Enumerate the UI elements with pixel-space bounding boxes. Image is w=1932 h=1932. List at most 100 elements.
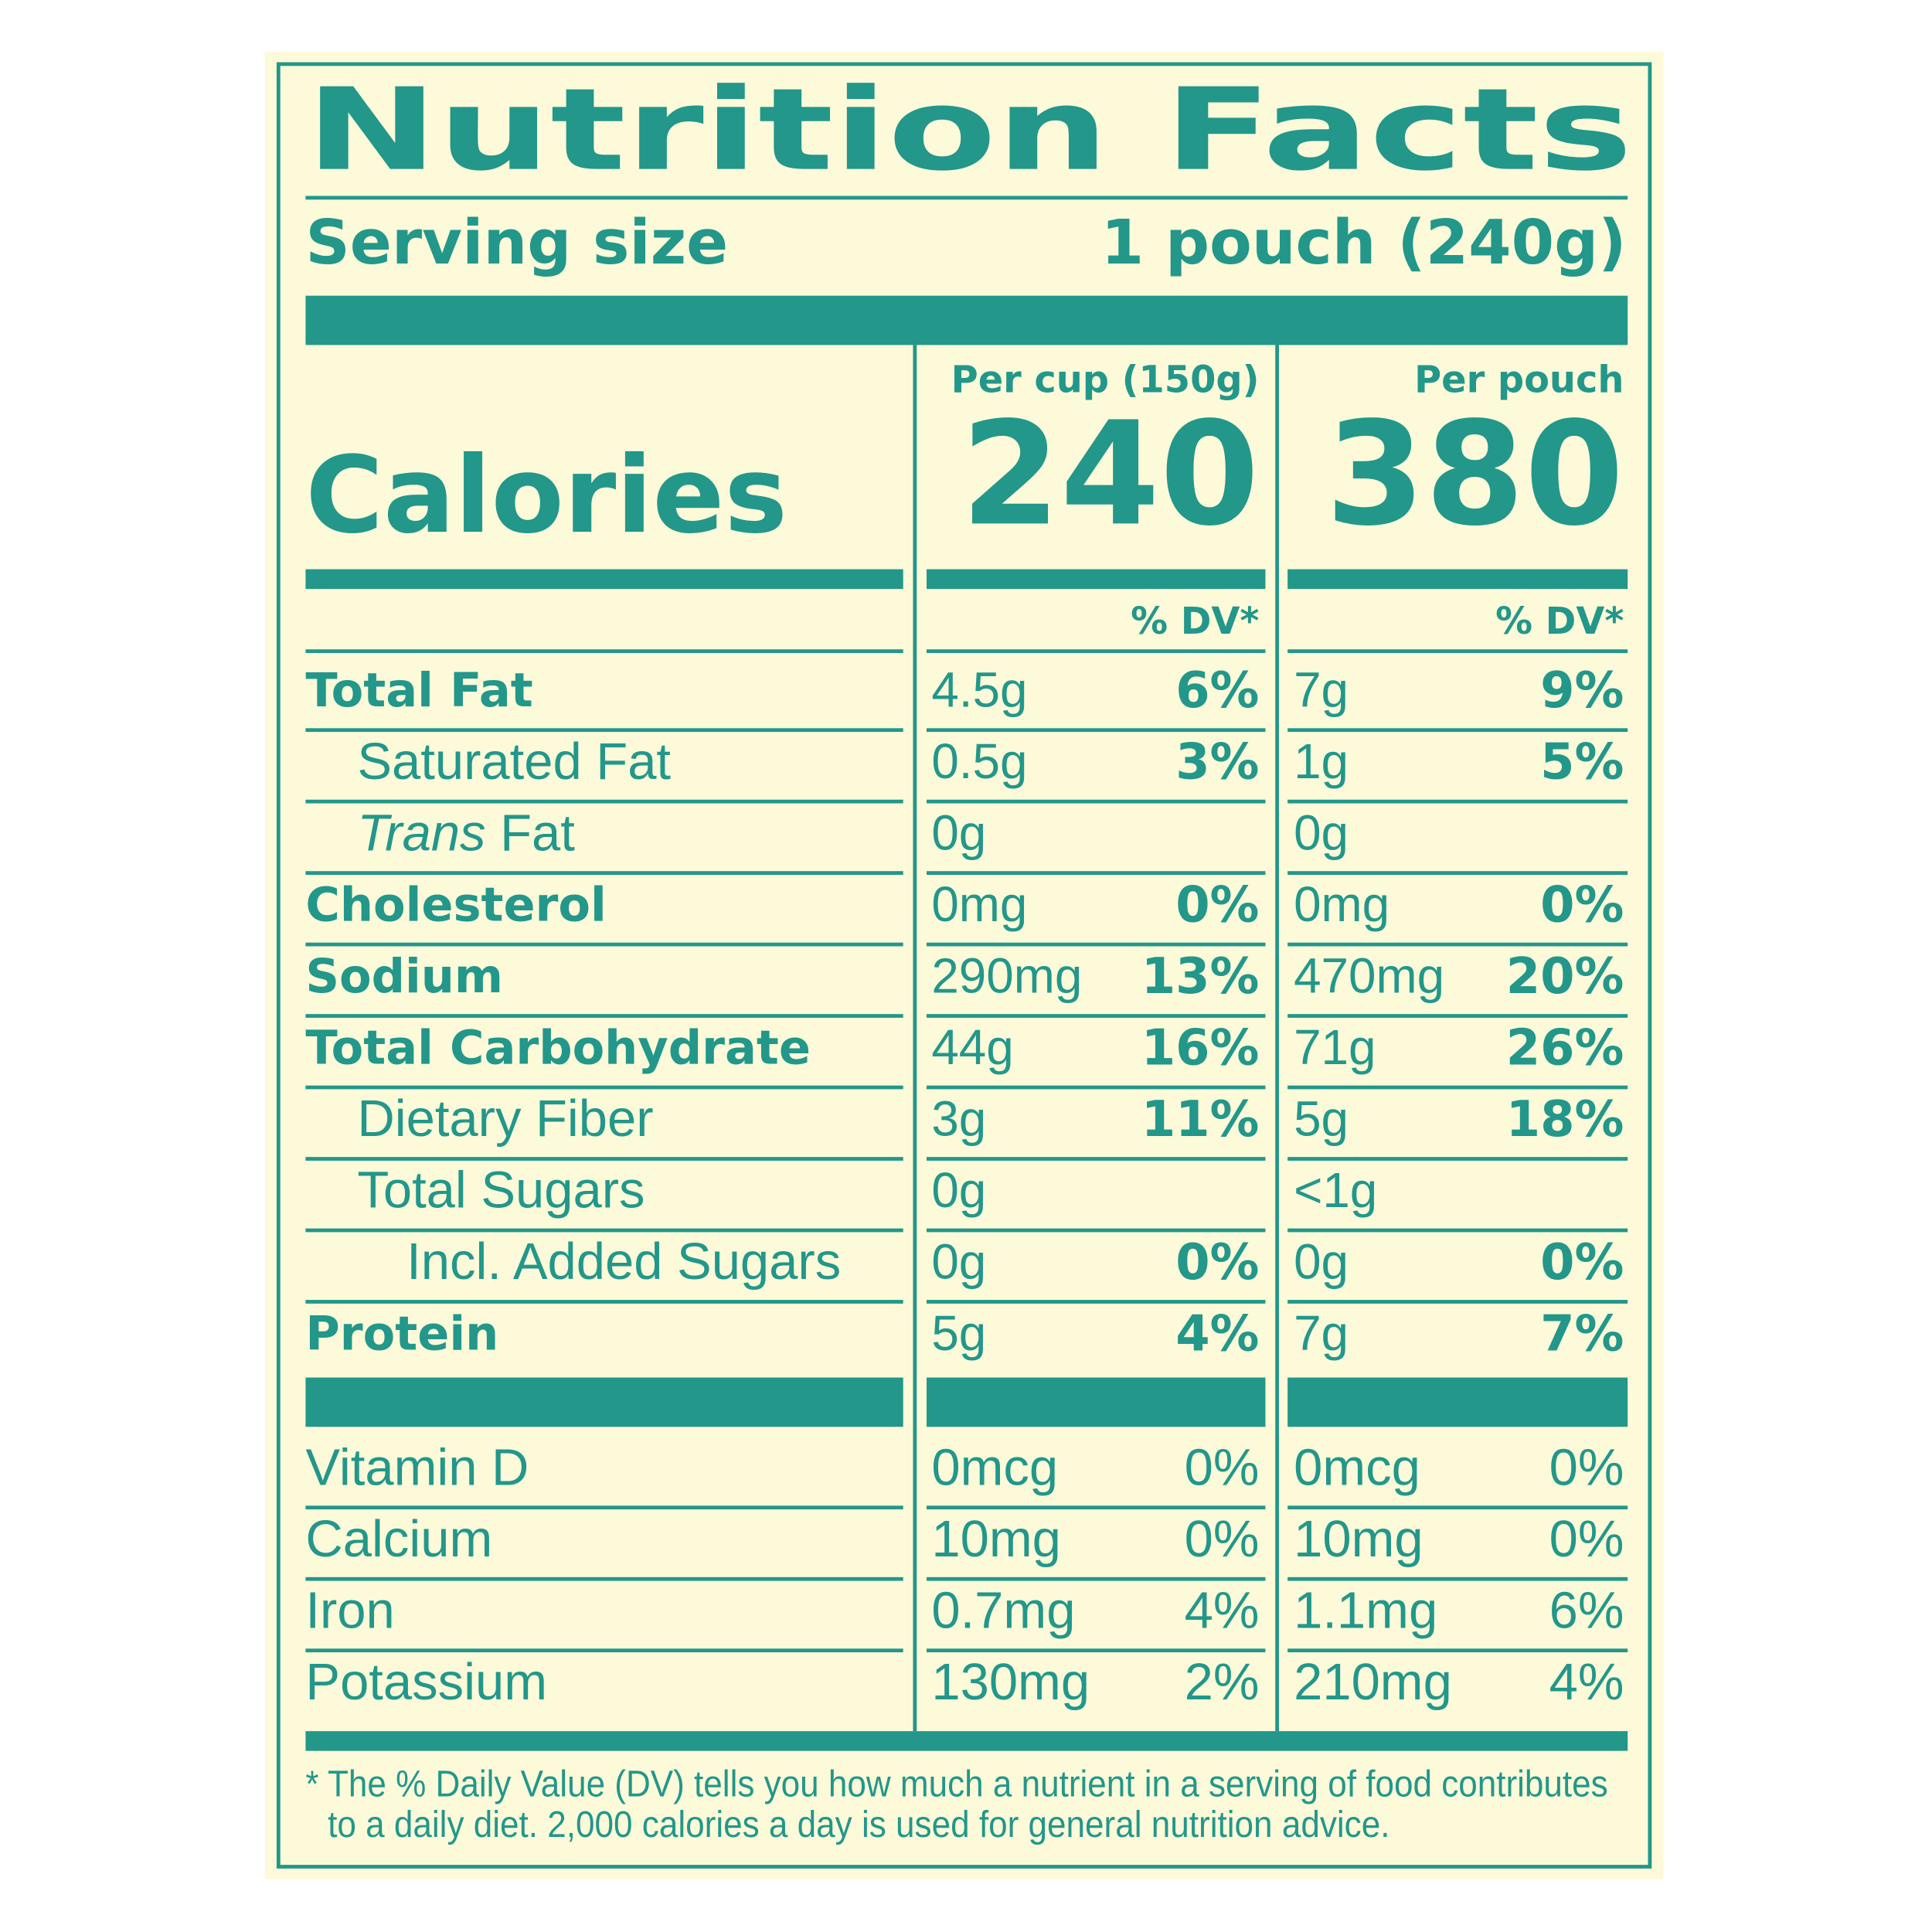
- row-rule: [305, 871, 903, 876]
- amount: 0mg: [931, 876, 1027, 932]
- amount: 7g: [1294, 1305, 1349, 1361]
- footnote: * The % Daily Value (DV) tells you how m…: [305, 1764, 1607, 1805]
- daily-value: 0%: [1185, 1510, 1260, 1568]
- amount: <1g: [1294, 1162, 1377, 1218]
- amount: 4.5g: [931, 662, 1027, 717]
- calories-label: Calories: [305, 434, 787, 557]
- vitamin-name: Vitamin D: [305, 1438, 529, 1496]
- row-rule: [1287, 1157, 1628, 1161]
- row-rule: [305, 1228, 903, 1233]
- amount: 0g: [1294, 804, 1349, 860]
- row-rule: [1287, 1014, 1628, 1018]
- row-rule: [1287, 871, 1628, 876]
- row-rule: [1287, 728, 1628, 733]
- daily-value: 11%: [1141, 1091, 1260, 1148]
- thick-bar: [305, 295, 1628, 345]
- row-rule: [926, 942, 1266, 947]
- amount: 1g: [1294, 733, 1349, 789]
- nutrient-name: Cholesterol: [305, 879, 606, 933]
- daily-value: 4%: [1185, 1581, 1260, 1639]
- thick-bar: [305, 1377, 903, 1427]
- daily-value: 0%: [1175, 877, 1259, 934]
- amount: 71g: [1294, 1019, 1376, 1075]
- row-rule: [926, 1300, 1266, 1304]
- row-rule: [926, 1505, 1266, 1510]
- calories-value: 380: [1325, 390, 1624, 557]
- label-border: [276, 62, 1652, 1869]
- amount: 5g: [931, 1305, 986, 1361]
- row-rule: [926, 1157, 1266, 1161]
- vitamin-name: Potassium: [305, 1653, 547, 1711]
- row-rule: [926, 649, 1266, 654]
- thick-bar: [305, 1731, 1628, 1751]
- row-rule: [1287, 1300, 1628, 1304]
- nutrient-name: Total Fat: [305, 664, 532, 718]
- nutrient-name-italic: Trans: [357, 804, 485, 862]
- row-rule: [926, 1228, 1266, 1233]
- amount: 130mg: [931, 1653, 1090, 1711]
- daily-value: 4%: [1175, 1305, 1259, 1362]
- amount: 0g: [931, 804, 986, 860]
- medium-bar: [926, 569, 1266, 590]
- row-rule: [1287, 1648, 1628, 1653]
- daily-value: 7%: [1540, 1305, 1624, 1362]
- serving-value: 1 pouch (240g): [1101, 206, 1627, 278]
- row-rule: [305, 649, 903, 654]
- daily-value: 4%: [1549, 1653, 1624, 1711]
- row-rule: [305, 1300, 903, 1304]
- row-rule: [1287, 1505, 1628, 1510]
- nutrient-name-text: Fat: [500, 804, 575, 862]
- daily-value: 13%: [1141, 948, 1260, 1005]
- rule: [305, 196, 1628, 200]
- nutrient-name: Total Sugars: [357, 1162, 645, 1219]
- row-rule: [305, 1577, 903, 1581]
- daily-value: 0%: [1540, 1234, 1624, 1291]
- amount: 7g: [1294, 662, 1349, 717]
- daily-value: 2%: [1185, 1653, 1260, 1711]
- serving-label: Serving size: [305, 206, 728, 278]
- amount: 10mg: [1294, 1510, 1423, 1568]
- daily-value: 0%: [1549, 1510, 1624, 1568]
- dv-header: % DV*: [1495, 600, 1624, 643]
- row-rule: [305, 1505, 903, 1510]
- amount: 0mcg: [1294, 1438, 1420, 1496]
- row-rule: [926, 871, 1266, 876]
- row-rule: [1287, 1228, 1628, 1233]
- daily-value: 5%: [1540, 734, 1624, 791]
- medium-bar: [1287, 569, 1628, 590]
- amount: 290mg: [931, 947, 1082, 1003]
- amount: 0g: [931, 1233, 986, 1289]
- nutrient-name: Total Carbohydrate: [305, 1022, 811, 1076]
- column-divider: [1275, 345, 1279, 1732]
- dv-header: % DV*: [1131, 600, 1259, 643]
- column-divider: [913, 345, 917, 1732]
- title: Nutrition Facts: [305, 64, 1632, 196]
- row-rule: [305, 1014, 903, 1018]
- row-rule: [305, 1648, 903, 1653]
- daily-value: 6%: [1175, 662, 1259, 719]
- medium-bar: [305, 569, 903, 590]
- column-heading: Per cup (150g): [951, 359, 1260, 401]
- row-rule: [1287, 1085, 1628, 1090]
- nutrient-name: Incl. Added Sugars: [406, 1233, 841, 1291]
- row-rule: [1287, 649, 1628, 654]
- amount: 0g: [931, 1162, 986, 1218]
- vitamin-name: Iron: [305, 1581, 394, 1639]
- row-rule: [926, 1014, 1266, 1018]
- footnote: to a daily diet. 2,000 calories a day is…: [328, 1804, 1389, 1845]
- daily-value: 9%: [1540, 662, 1624, 719]
- row-rule: [1287, 942, 1628, 947]
- row-rule: [305, 799, 903, 804]
- row-rule: [926, 1648, 1266, 1653]
- amount: 0.5g: [931, 733, 1027, 789]
- nutrient-name: Dietary Fiber: [357, 1090, 653, 1148]
- amount: 0.7mg: [931, 1581, 1075, 1639]
- daily-value: 18%: [1506, 1091, 1624, 1148]
- row-rule: [305, 728, 903, 733]
- nutrient-name: Trans Fat: [357, 804, 575, 862]
- row-rule: [305, 942, 903, 947]
- amount: 44g: [931, 1019, 1013, 1075]
- daily-value: 0%: [1549, 1438, 1624, 1496]
